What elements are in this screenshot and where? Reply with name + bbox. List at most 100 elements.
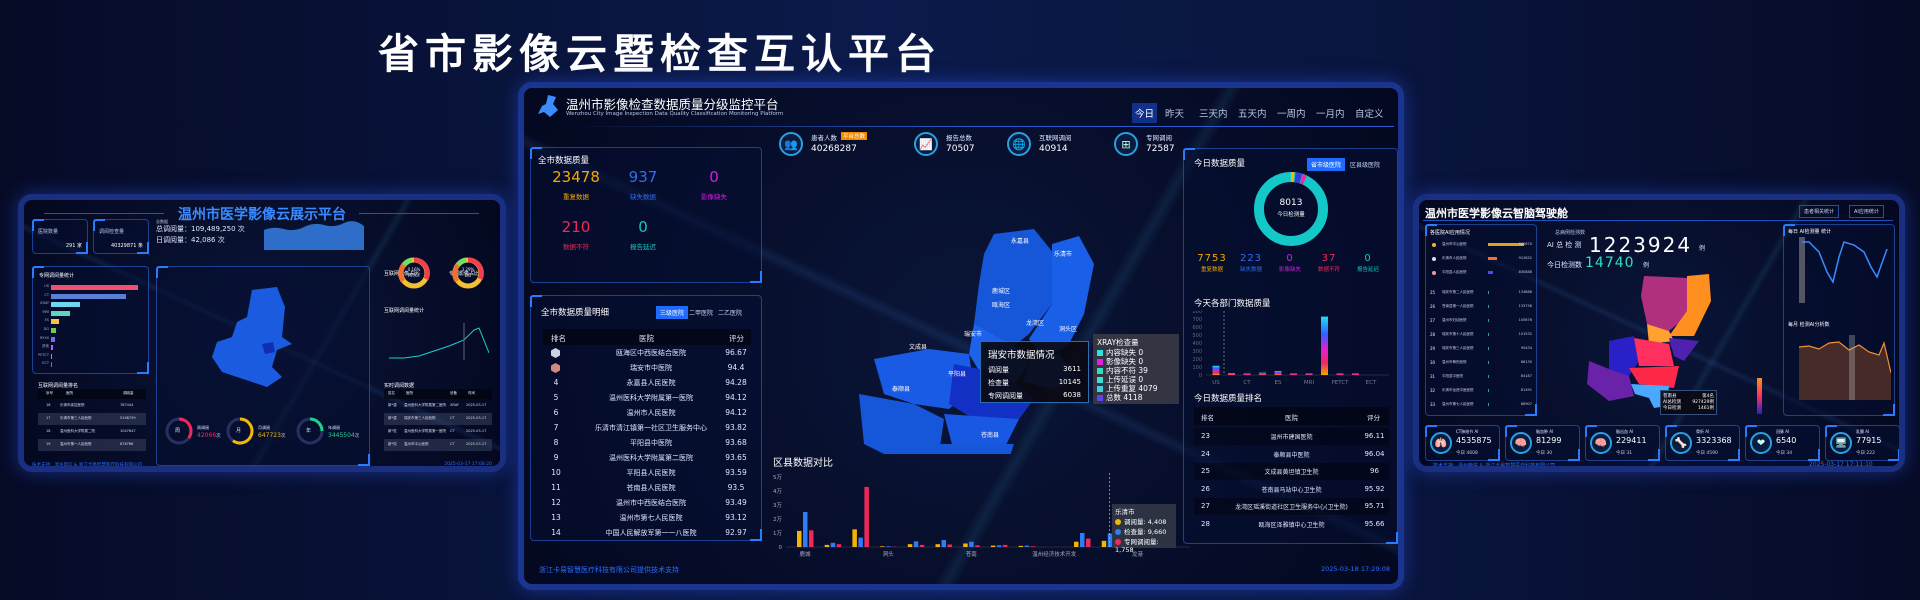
bar-label: XRAY bbox=[40, 301, 49, 306]
toggle-county-hospitals[interactable]: 区县级医院 bbox=[1350, 162, 1381, 169]
gauge-value: 42066次 bbox=[197, 432, 221, 439]
time-tab[interactable]: 一月内 bbox=[1316, 109, 1345, 120]
toggle-city-hospitals[interactable]: 省市级医院 bbox=[1307, 158, 1346, 171]
x-tick-label: ES bbox=[1275, 380, 1282, 386]
private-views-bar bbox=[51, 328, 57, 333]
hospital-name: 瑞安市第十人民医院 bbox=[1442, 332, 1474, 336]
hospital-count-card: 医院数量 291 家 bbox=[32, 219, 88, 254]
map-region-cangnan bbox=[924, 444, 1014, 454]
ai-stats-button[interactable]: AI应用统计 bbox=[1849, 205, 1884, 218]
box-title: 今日数据质量 bbox=[1194, 159, 1246, 169]
ai-module-card[interactable]: 🧠 脑血肿 AI 81299 今日 30 bbox=[1505, 425, 1580, 461]
today-quality-label: 报告延迟 bbox=[1356, 267, 1379, 273]
network-icon: ⊞ bbox=[1114, 132, 1138, 156]
filter-2[interactable]: 二乙医院 bbox=[718, 310, 743, 317]
filter-0[interactable]: 三级医院 bbox=[656, 306, 689, 319]
report-icon: 📈 bbox=[914, 132, 938, 156]
today-quality-label: 影像缺失 bbox=[1278, 267, 1301, 273]
score: 93.59 bbox=[725, 468, 747, 477]
hospital-name: 瓯海区中西医结合医院 bbox=[616, 349, 686, 357]
ai-module-card[interactable]: 🫁 CT肺结节 AI 4535875 今日 4608 bbox=[1425, 425, 1500, 461]
dept-bar bbox=[1352, 373, 1359, 375]
today-quality-label: 缺失数据 bbox=[1239, 267, 1262, 273]
total-label: 总病例检测数 bbox=[1555, 230, 1586, 236]
private-views-bar bbox=[51, 353, 52, 359]
score: 95.66 bbox=[1364, 519, 1385, 528]
rank-medal-icon bbox=[551, 348, 560, 358]
quality-label: 重复数据 bbox=[563, 193, 589, 201]
today-quality-value: 7753 bbox=[1197, 253, 1227, 264]
patient-stats-button[interactable]: 患者相关统计 bbox=[1799, 205, 1840, 218]
tooltip-label: 检查量 bbox=[1124, 528, 1144, 536]
gauge-ring bbox=[296, 417, 324, 445]
usage-bar bbox=[1488, 375, 1489, 378]
tooltip-label: 今日检测 bbox=[1663, 406, 1681, 411]
bar-调阅量 bbox=[1101, 540, 1107, 547]
bar-专网调阅量 bbox=[1086, 538, 1091, 547]
hospital-name: 乐清市清江镇第一社区卫生服务中心 bbox=[595, 424, 707, 432]
usage-value: 90434 bbox=[1520, 346, 1532, 350]
table-cell: 878786 bbox=[120, 442, 134, 446]
time-tab[interactable]: 一周内 bbox=[1277, 109, 1306, 120]
legend-label: 内容缺失 bbox=[1106, 348, 1136, 357]
ai-module-card[interactable]: 🧠 脑出血 AI 229411 今日 31 bbox=[1585, 425, 1660, 461]
tooltip-rank: 第4名 bbox=[1702, 394, 1714, 399]
tooltip-value: 927429例 bbox=[1692, 400, 1714, 405]
ai-module-card[interactable]: 🦴 骨折 AI 3323368 今日 4590 bbox=[1665, 425, 1740, 461]
time-tab[interactable]: 三天内 bbox=[1199, 109, 1228, 120]
bar-检查量 bbox=[830, 542, 836, 547]
hospital-name: 瑞安市第二人民医院 bbox=[1442, 290, 1474, 294]
legend-label: 影像缺失 bbox=[1106, 357, 1136, 366]
time-tab[interactable]: 自定义 bbox=[1355, 109, 1384, 120]
score: 96.04 bbox=[1364, 449, 1385, 458]
rank-number: 8 bbox=[553, 438, 559, 447]
rank-number: 10 bbox=[551, 468, 561, 477]
legend-value: 0 bbox=[1138, 357, 1144, 366]
bar-label: PETCT bbox=[38, 352, 49, 357]
usage-value: 101932 bbox=[1518, 332, 1532, 336]
rank-number: 27 bbox=[1430, 318, 1436, 323]
rank-number: 27 bbox=[1201, 502, 1210, 510]
today-quality-value: 223 bbox=[1239, 253, 1263, 264]
card-value: 291 家 bbox=[65, 243, 82, 249]
legend-item: 上传延误 0 bbox=[1097, 375, 1175, 384]
filter-1[interactable]: 二甲医院 bbox=[689, 310, 714, 317]
bar-专网调阅量 bbox=[836, 544, 842, 547]
left-timestamp: 2025-03-17 17:08:20 bbox=[444, 462, 492, 467]
col-header: 时间 bbox=[468, 391, 475, 395]
legend-swatch bbox=[1097, 377, 1103, 383]
card-today: 今日 4608 bbox=[1456, 451, 1478, 456]
city-quality-box: 全市数据质量 23478 重复数据 937 缺失数据 0 影像缺失 210 数据不符 0 报告延迟 bbox=[530, 147, 762, 283]
time-tab[interactable]: 昨天 bbox=[1165, 109, 1185, 120]
ai-module-card[interactable]: 🖥 乳腺 AI 77915 今日 222 bbox=[1825, 425, 1899, 461]
hospital-name: 文成县黄坦镇卫生院 bbox=[1264, 469, 1319, 476]
rank-number: 6 bbox=[553, 408, 559, 417]
ai-heat-map bbox=[1587, 274, 1711, 408]
chart-title: 每月 检测AI分析数 bbox=[1788, 322, 1830, 328]
private-views-bar bbox=[51, 293, 126, 299]
heart-icon: ❤ bbox=[1750, 432, 1772, 454]
today-quality-value: 37 bbox=[1321, 253, 1337, 264]
time-tab[interactable]: 今日 bbox=[1132, 103, 1158, 123]
dept-bar bbox=[1274, 371, 1282, 375]
today-quality-box: 今日数据质量 省市级医院 区县级医院 8013 今日检测量 7753 重复数据 22… bbox=[1183, 148, 1398, 544]
rank-medal-icon bbox=[551, 363, 560, 373]
left-dashboard-preview[interactable]: 温州市医学影像云展示平台 医院数量 291 家 调阅检查量 40329871 条 总… bbox=[18, 194, 506, 472]
card-today: 今日 222 bbox=[1856, 451, 1876, 456]
legend-swatch bbox=[1097, 359, 1103, 365]
map-region-yongjia bbox=[974, 229, 1054, 349]
map-label: 乐清市 bbox=[1054, 251, 1073, 258]
wenzhou-district-map[interactable] bbox=[684, 174, 1114, 454]
center-dashboard[interactable]: 温州市影像检查数据质量分级监控平台 Wenzhou City Image Ins… bbox=[518, 82, 1404, 590]
right-dashboard-preview[interactable]: 温州市医学影像云智脑驾驶舱 患者相关统计 AI应用统计 各医院AI应用情况 温州… bbox=[1413, 194, 1905, 472]
rank-number: 7 bbox=[553, 423, 559, 432]
usage-value: 830888 bbox=[1518, 270, 1532, 274]
hospital-name: 泰顺县中医院 bbox=[1273, 451, 1310, 459]
today-quality-donut bbox=[1254, 171, 1328, 246]
y-tick-label: 100 bbox=[1192, 365, 1202, 371]
ai-module-card[interactable]: ❤ 冠脉 AI 6540 今日 34 bbox=[1745, 425, 1820, 461]
time-tab[interactable]: 五天内 bbox=[1238, 109, 1267, 120]
y-tick-label: 800 bbox=[1192, 311, 1202, 315]
tooltip-value: 9,660 bbox=[1147, 528, 1167, 536]
